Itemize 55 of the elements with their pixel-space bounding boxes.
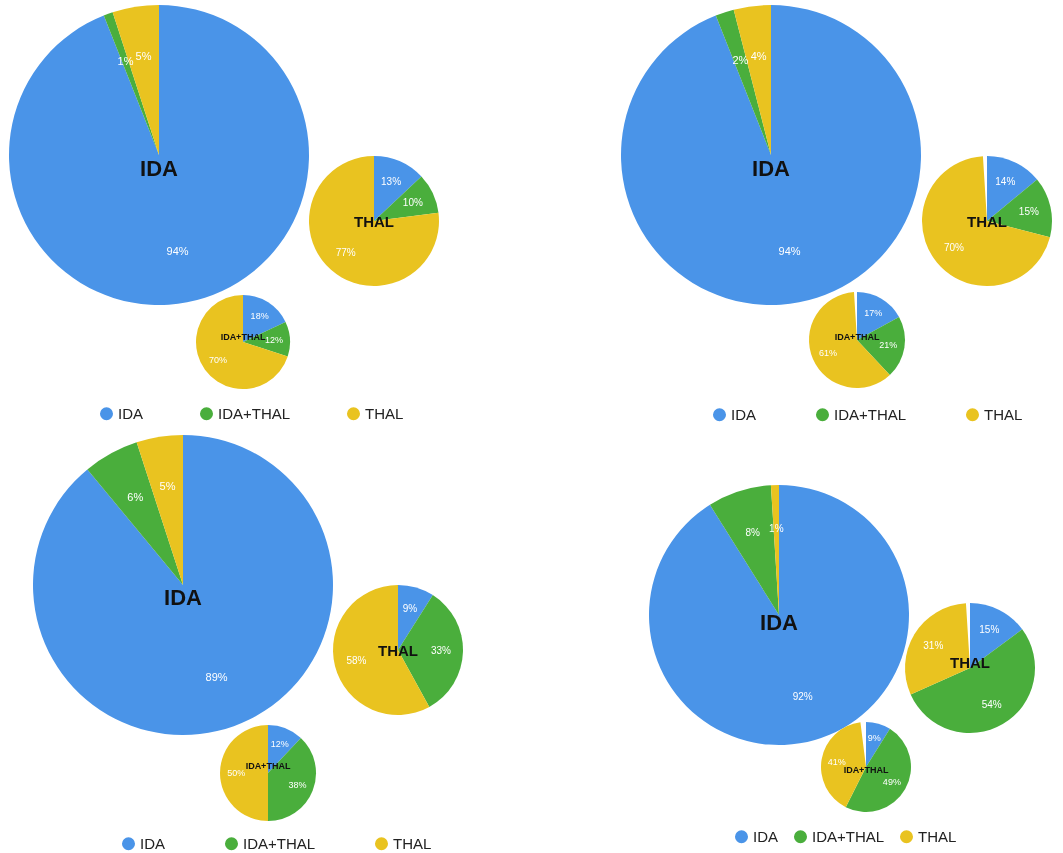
legend-label: THAL [365, 404, 404, 422]
data-label: 18% [250, 310, 269, 321]
data-label: 14% [995, 176, 1016, 188]
slice-label: IDA+THAL [220, 332, 266, 342]
slice-label: THAL [354, 213, 394, 230]
data-label: 6% [127, 491, 144, 504]
data-label: 9% [867, 733, 881, 744]
data-label: 77% [335, 247, 356, 259]
data-label: 58% [346, 654, 367, 666]
data-label: 1% [769, 523, 784, 535]
data-label: 94% [778, 245, 801, 258]
legend-label: IDA [118, 404, 144, 422]
data-label: 50% [227, 768, 246, 778]
data-label: 15% [979, 623, 1000, 635]
legend-label: IDA [731, 405, 757, 423]
data-label: 41% [827, 756, 846, 767]
legend-label: IDA+THAL [834, 405, 907, 423]
data-label: 5% [159, 480, 176, 493]
data-label: 21% [879, 339, 898, 350]
slice-label: IDA+THAL [245, 761, 291, 771]
data-label: 9% [402, 602, 418, 614]
legend-label: IDA [140, 834, 166, 852]
data-label: 94% [166, 245, 189, 258]
data-label: 92% [792, 691, 813, 703]
data-label: 12% [264, 335, 283, 346]
data-label: 5% [135, 50, 152, 63]
legend-label: IDA+THAL [812, 827, 885, 845]
data-label: 49% [882, 776, 901, 787]
data-label: 89% [205, 671, 228, 684]
data-label: 38% [288, 779, 307, 790]
slice-label: IDA [752, 156, 791, 181]
data-label: 31% [923, 639, 944, 651]
data-label: 13% [381, 175, 402, 187]
data-label: 54% [981, 699, 1002, 711]
slice-label: IDA [164, 585, 203, 610]
data-label: 33% [430, 645, 451, 657]
legend-label: THAL [393, 834, 432, 852]
data-label: 61% [818, 347, 837, 358]
legend-label: THAL [984, 405, 1023, 423]
legend-label: IDA+THAL [243, 834, 316, 852]
slice-label: IDA [140, 156, 179, 181]
data-label: 4% [750, 49, 767, 62]
data-label: 17% [864, 307, 883, 318]
legend-label: IDA+THAL [218, 404, 291, 422]
data-label: 12% [270, 738, 289, 749]
data-label: 15% [1018, 205, 1039, 217]
data-label: 10% [402, 196, 423, 208]
data-label: 1% [117, 54, 134, 67]
data-label: 70% [943, 242, 965, 254]
legend-label: IDA [753, 827, 779, 845]
data-label: 8% [745, 527, 761, 539]
slice-label: IDA+THAL [834, 332, 880, 342]
data-label: 70% [208, 355, 227, 366]
legend-label: THAL [918, 827, 957, 845]
slice-label: IDA [760, 610, 799, 635]
